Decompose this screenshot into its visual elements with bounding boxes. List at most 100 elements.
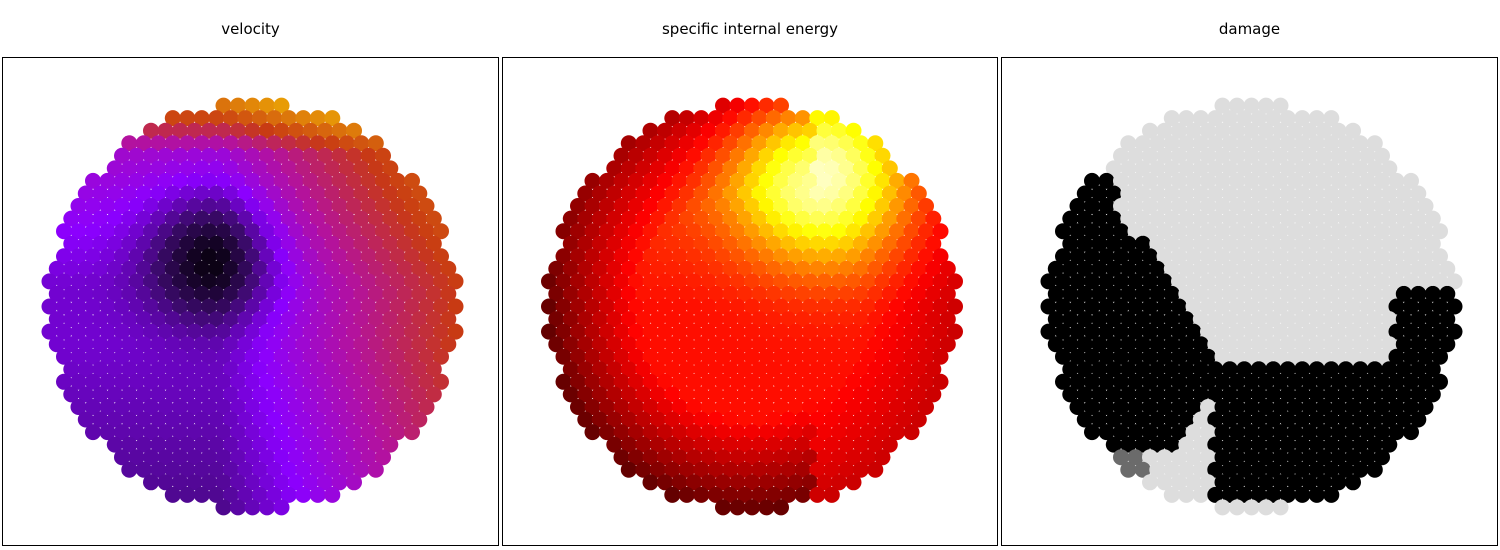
particle [106, 210, 123, 227]
particle [845, 223, 862, 240]
particle [809, 110, 826, 127]
particle [758, 373, 775, 390]
particle [215, 147, 232, 164]
particle [128, 399, 145, 415]
particle [237, 210, 254, 227]
particle [121, 361, 138, 378]
particle [114, 373, 130, 390]
particle [1294, 210, 1311, 227]
particle [1113, 198, 1129, 214]
particle [201, 172, 217, 189]
particle [382, 185, 399, 202]
particle [1229, 248, 1245, 265]
particle [425, 285, 442, 302]
particle [700, 147, 717, 164]
particle [1069, 298, 1086, 315]
particle [215, 122, 232, 139]
particle [338, 461, 355, 478]
particle [1352, 210, 1369, 227]
particle [802, 122, 818, 139]
particle [1105, 260, 1122, 277]
particle [1120, 285, 1137, 302]
particle [729, 198, 746, 214]
particle [1185, 273, 1202, 290]
particle [1258, 373, 1274, 390]
particle [1337, 386, 1354, 403]
particle [1134, 436, 1151, 453]
particle [295, 285, 312, 302]
particle [686, 298, 702, 315]
particle [367, 386, 384, 403]
particle [244, 348, 261, 365]
particle [838, 311, 855, 328]
particle [143, 198, 159, 214]
particle [70, 248, 87, 265]
particle [1185, 298, 1202, 315]
particle [599, 172, 615, 189]
particle [657, 323, 673, 340]
particle [121, 135, 138, 152]
particle [331, 449, 348, 466]
particle [222, 361, 239, 378]
particle [1345, 172, 1361, 189]
particle [99, 373, 116, 390]
particle [765, 160, 782, 177]
particle [1366, 361, 1383, 378]
particle [1395, 285, 1412, 302]
particle [1076, 285, 1093, 302]
particle [780, 311, 797, 328]
particle [172, 172, 188, 189]
particle [121, 461, 138, 478]
particle [114, 424, 130, 441]
particle [201, 373, 217, 390]
particle [1207, 361, 1224, 378]
particle [707, 411, 724, 428]
particle [1388, 223, 1405, 240]
particle [317, 474, 333, 491]
particle [251, 135, 268, 152]
particle [106, 436, 123, 453]
particle [1388, 399, 1405, 415]
particle [309, 210, 326, 227]
particle [678, 336, 695, 353]
particle [838, 336, 855, 353]
particle [1178, 110, 1195, 127]
particle [1156, 474, 1173, 491]
particle [1359, 323, 1376, 340]
particle [244, 499, 261, 516]
particle [1352, 436, 1369, 453]
particle [591, 210, 608, 227]
particle [106, 160, 123, 177]
particle [411, 336, 428, 353]
particle [1149, 185, 1166, 202]
particle [288, 248, 304, 265]
particle [324, 361, 341, 378]
particle [1091, 185, 1108, 202]
particle [1337, 311, 1354, 328]
particle [288, 373, 304, 390]
particle [744, 399, 760, 415]
particle [1236, 110, 1253, 127]
particle [577, 210, 594, 227]
particle [1424, 311, 1441, 328]
particle [1149, 260, 1166, 277]
particle [99, 273, 116, 290]
particle [157, 373, 174, 390]
particle [889, 399, 905, 415]
particle [1178, 311, 1195, 328]
velocity-plot [41, 97, 464, 516]
particle [1294, 160, 1311, 177]
particle [584, 424, 601, 441]
particle [744, 373, 760, 390]
particle [288, 449, 304, 466]
particle [729, 223, 746, 240]
particle [360, 298, 377, 315]
particle [1250, 285, 1267, 302]
particle [823, 361, 840, 378]
particle [237, 436, 254, 453]
particle [288, 474, 304, 491]
particle [860, 172, 876, 189]
particle [1265, 311, 1282, 328]
particle [259, 122, 275, 139]
particle [375, 348, 391, 365]
